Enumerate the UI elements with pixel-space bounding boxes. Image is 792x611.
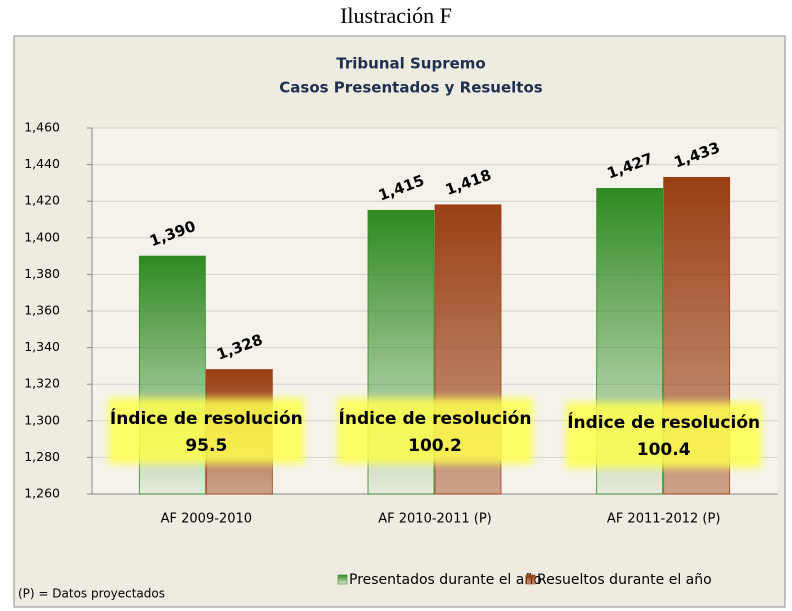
annotation-value: 100.4 [637,440,691,460]
y-tick-label: 1,260 [24,486,60,501]
legend-label: Resueltos durante el año [537,572,712,588]
y-tick-label: 1,420 [24,193,60,208]
chart-subtitle: Casos Presentados y Resueltos [279,79,542,97]
annotation-box [108,398,305,464]
legend-swatch [525,574,536,585]
y-tick-label: 1,360 [24,303,60,318]
annotation-value: 95.5 [185,436,227,456]
y-tick-label: 1,400 [24,229,60,244]
y-tick-label: 1,380 [24,266,60,281]
annotation-title: Índice de resolución [339,407,532,429]
annotation-title: Índice de resolución [567,411,760,433]
figure-label: Ilustración F [340,3,452,28]
footnote: (P) = Datos proyectados [18,587,165,601]
legend-swatch [337,574,348,585]
y-tick-label: 1,320 [24,376,60,391]
annotation-box [565,402,762,468]
y-tick-label: 1,460 [24,120,60,135]
y-tick-label: 1,280 [24,449,60,464]
chart-title: Tribunal Supremo [336,55,485,73]
annotation-box [337,398,533,464]
legend-label: Presentados durante el año [349,572,542,588]
y-tick-label: 1,440 [24,156,60,171]
x-tick-label: AF 2009-2010 [161,512,252,527]
annotation-value: 100.2 [408,436,462,456]
y-tick-label: 1,300 [24,412,60,427]
annotation-title: Índice de resolución [110,407,303,429]
y-tick-label: 1,340 [24,339,60,354]
x-tick-label: AF 2011-2012 (P) [607,512,720,527]
x-tick-label: AF 2010-2011 (P) [378,512,491,527]
